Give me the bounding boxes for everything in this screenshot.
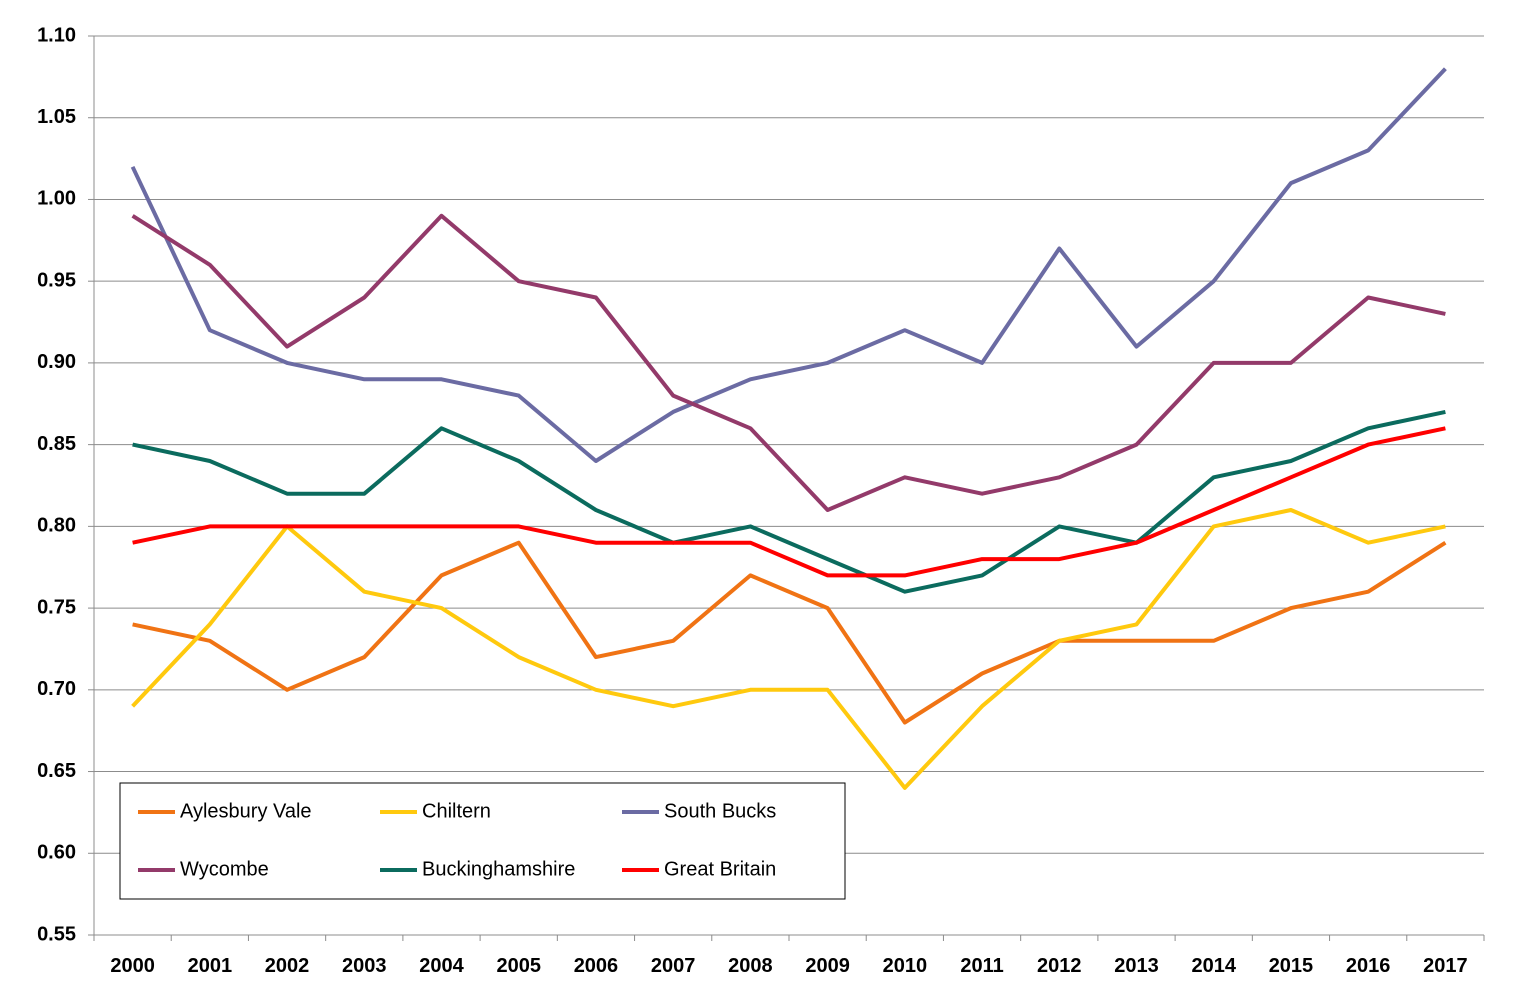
- x-tick-label: 2001: [188, 955, 233, 977]
- x-tick-label: 2017: [1423, 955, 1468, 977]
- y-tick-label: 0.90: [37, 351, 76, 373]
- x-tick-label: 2008: [728, 955, 773, 977]
- x-tick-label: 2007: [651, 955, 696, 977]
- x-tick-labels: 2000 2001 2002 2003 2004 2005 2006 2007 2008 2009…: [110, 955, 1467, 977]
- legend: Aylesbury Vale Chiltern South Bucks Wycombe…: [119, 782, 846, 900]
- x-tick-label: 2012: [1037, 955, 1082, 977]
- y-tick-label: 0.55: [37, 923, 76, 945]
- x-tick-label: 2002: [265, 955, 310, 977]
- series-line-buckinghamshire: [132, 409, 1446, 594]
- x-tick-label: 2000: [110, 955, 155, 977]
- x-tick-label: 2015: [1269, 955, 1314, 977]
- y-tick-label: 1.10: [37, 24, 76, 46]
- x-tick-label: 2004: [419, 955, 464, 977]
- y-tick-label: 0.65: [37, 760, 76, 782]
- axes: [88, 35, 1485, 941]
- y-tick-labels: 0.55 0.60 0.65 0.70 0.75 0.80 0.85 0.90 0.95 1.00…: [37, 24, 76, 945]
- legend-label: Wycombe: [180, 858, 269, 880]
- grid-lines: [94, 35, 1484, 854]
- y-tick-label: 0.60: [37, 842, 76, 864]
- series-line-south-bucks: [130, 67, 1447, 463]
- x-tick-label: 2010: [883, 955, 928, 977]
- x-tick-label: 2013: [1114, 955, 1159, 977]
- x-tick-label: 2005: [496, 955, 541, 977]
- series-line-aylesbury-vale: [132, 540, 1447, 725]
- y-tick-label: 0.70: [37, 678, 76, 700]
- x-tick-label: 2011: [960, 955, 1003, 977]
- series-line-chiltern: [131, 508, 1446, 790]
- series-line-great-britain: [132, 426, 1446, 578]
- y-tick-label: 0.95: [37, 269, 76, 291]
- y-tick-label: 0.85: [37, 433, 76, 455]
- legend-label: Buckinghamshire: [422, 858, 575, 880]
- x-tick-label: 2009: [805, 955, 850, 977]
- y-tick-label: 0.80: [37, 515, 76, 537]
- legend-box: [119, 782, 846, 900]
- legend-label: Great Britain: [664, 858, 776, 880]
- x-tick-label: 2006: [574, 955, 619, 977]
- series-line-wycombe: [131, 213, 1446, 512]
- legend-label: Aylesbury Vale: [180, 800, 312, 822]
- x-tick-label: 2003: [342, 955, 387, 977]
- legend-label: Chiltern: [422, 800, 491, 822]
- x-tick-label: 2014: [1191, 955, 1236, 977]
- legend-label: South Bucks: [664, 800, 776, 822]
- x-tick-label: 2016: [1346, 955, 1391, 977]
- series-lines: [130, 67, 1447, 790]
- y-tick-label: 1.00: [37, 188, 76, 210]
- y-tick-label: 0.75: [37, 596, 76, 618]
- y-tick-label: 1.05: [37, 106, 76, 128]
